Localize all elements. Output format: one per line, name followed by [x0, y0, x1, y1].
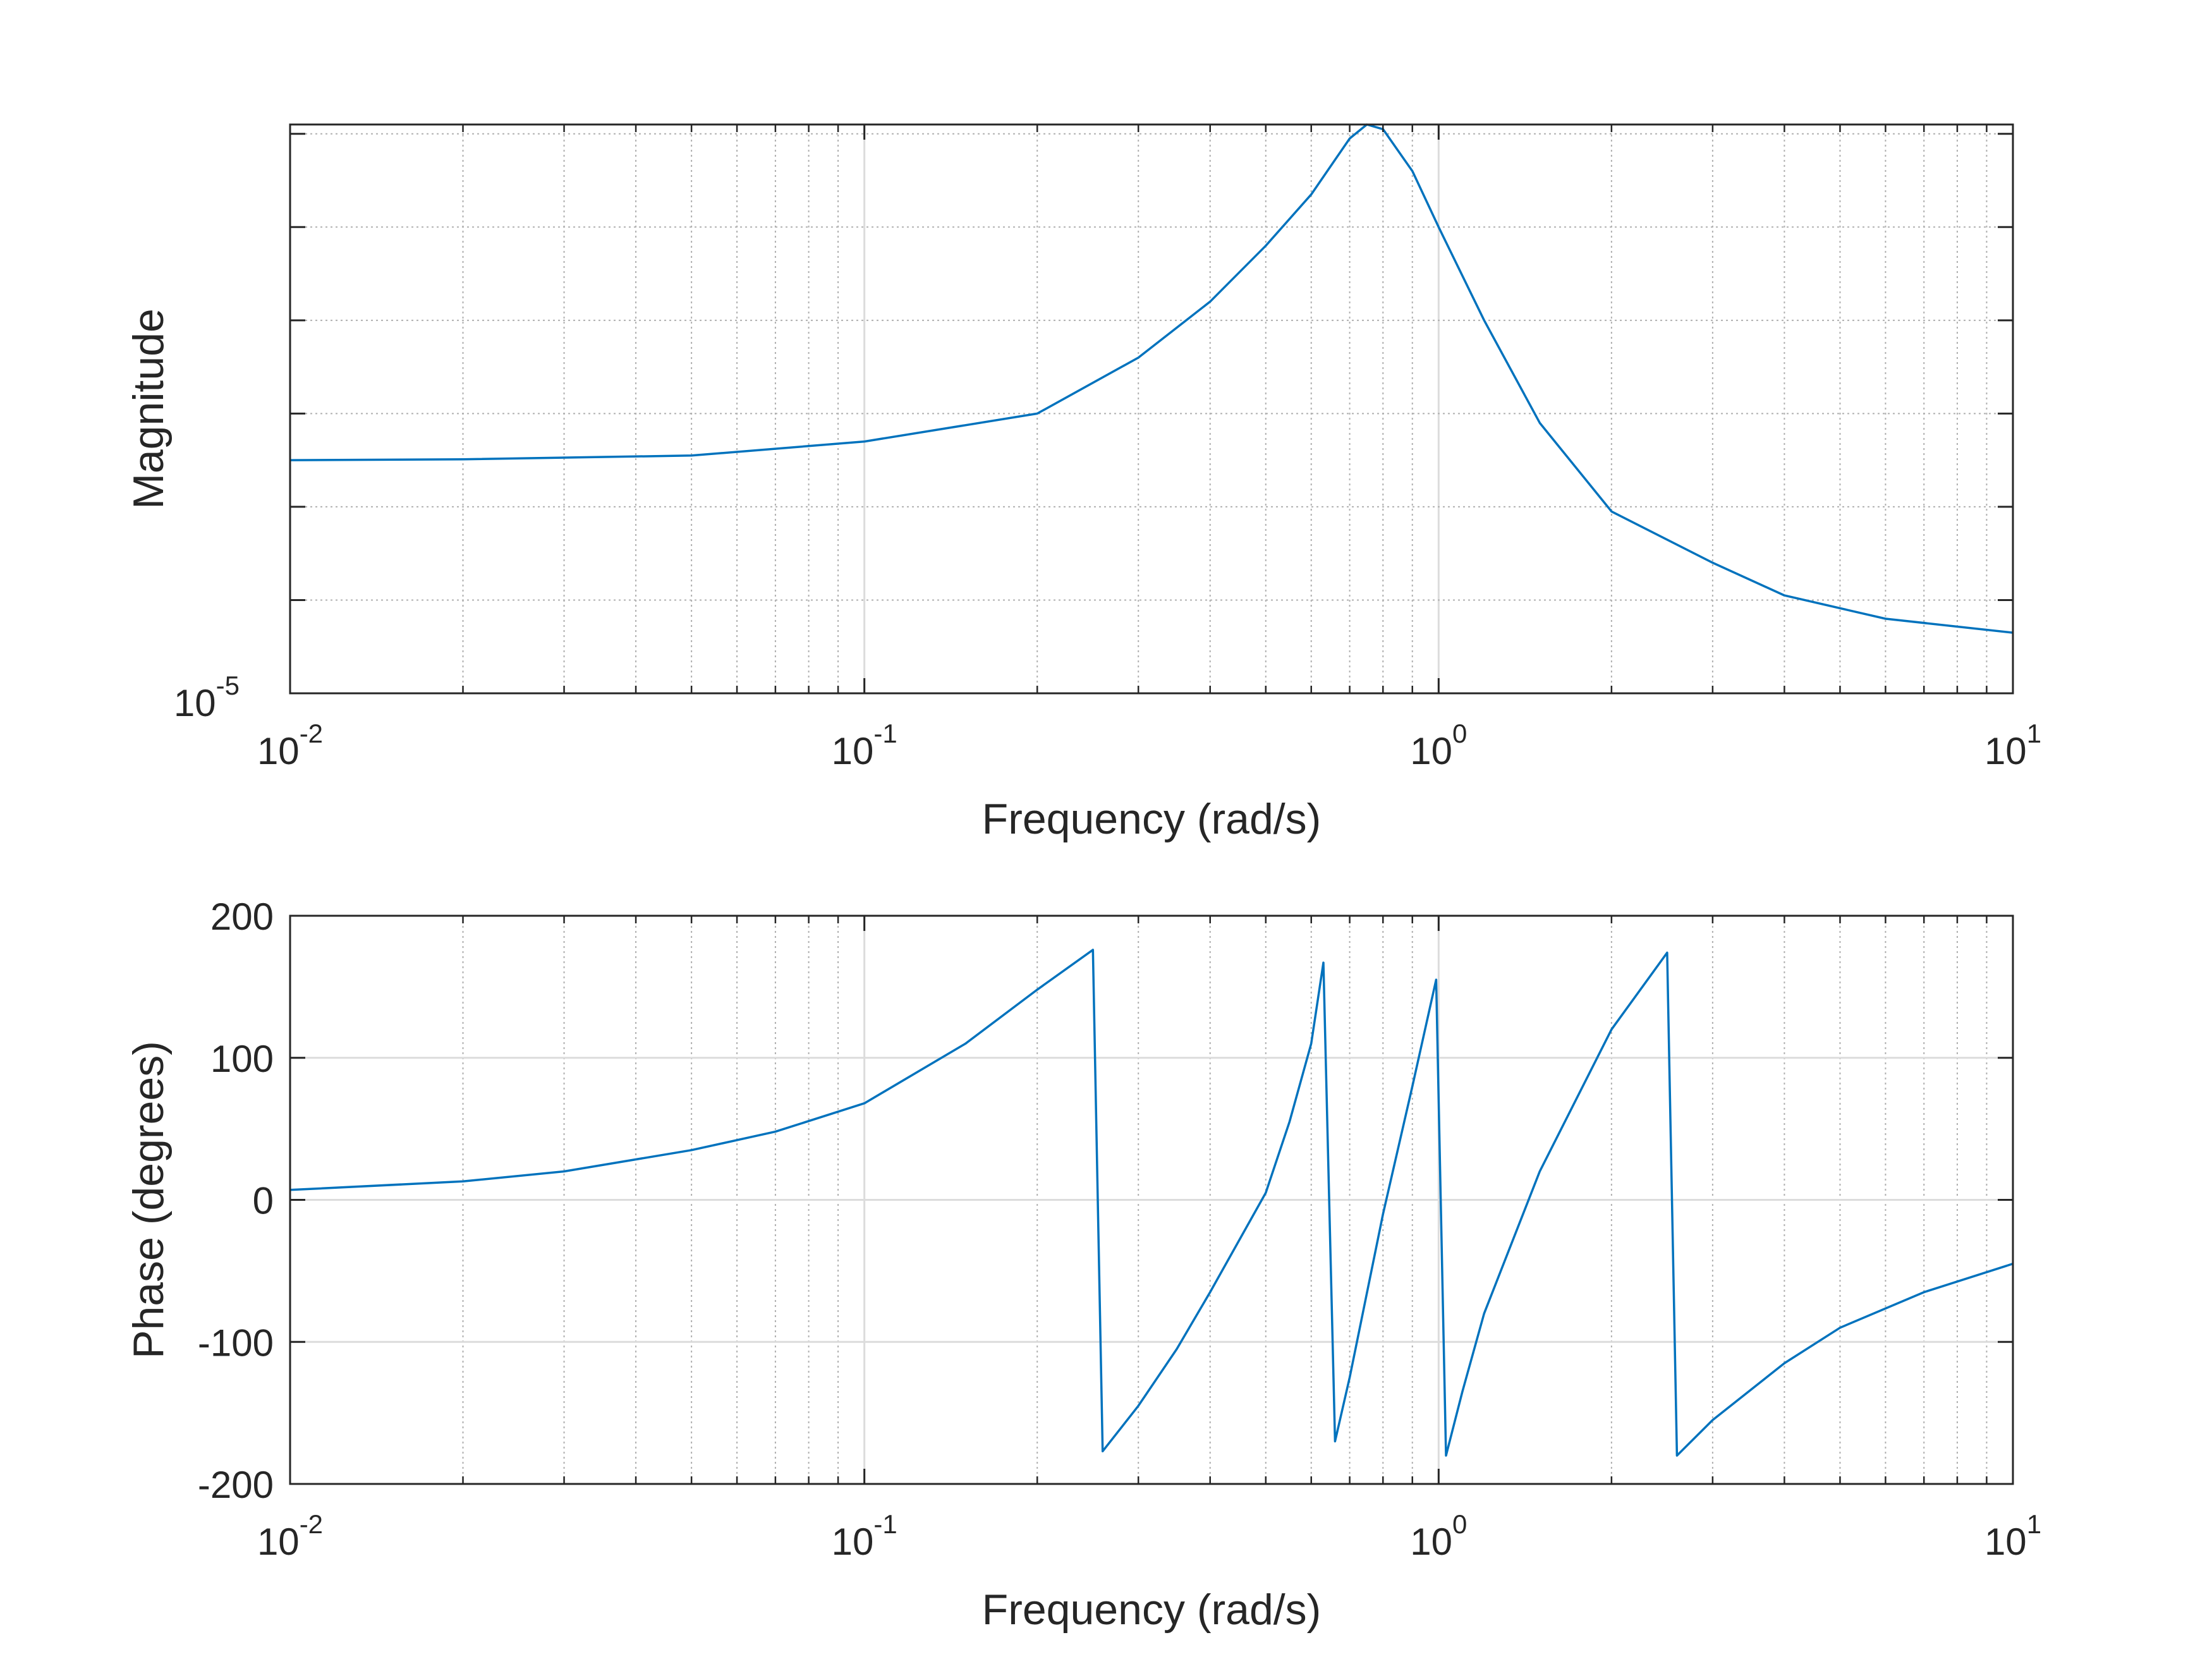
x-tick-label-exponent: 1: [2027, 1509, 2041, 1539]
phase-ticks: [289, 915, 2014, 1485]
x-tick-label-base: 10: [257, 1521, 300, 1563]
y-tick-label: 10-5: [174, 671, 240, 724]
y-tick-label: -100: [198, 1322, 274, 1364]
phase-x-axis-label: Frequency (rad/s): [982, 1586, 1322, 1634]
y-tick-label: 100: [210, 1038, 274, 1080]
x-tick-label-base: 10: [832, 1521, 874, 1563]
phase-grid: [290, 916, 2013, 1484]
x-tick-label: 100: [1410, 719, 1467, 772]
y-tick-label: -200: [198, 1464, 274, 1506]
x-tick-label-base: 10: [832, 730, 874, 772]
x-tick-label: 10-1: [832, 1509, 897, 1563]
x-tick-label-exponent: -1: [873, 1509, 897, 1539]
y-tick-label: 200: [210, 896, 274, 938]
x-tick-label: 100: [1410, 1509, 1467, 1563]
x-tick-label: 101: [1984, 1509, 2041, 1563]
phase-y-axis-label: Phase (degrees): [125, 1041, 173, 1359]
magnitude-y-axis-label: Magnitude: [125, 308, 173, 509]
x-tick-label-base: 10: [1410, 1521, 1452, 1563]
x-tick-label: 10-1: [832, 719, 897, 772]
x-tick-label: 10-2: [257, 1509, 323, 1563]
magnitude-ticks: [289, 125, 2014, 695]
magnitude-axes-box: [289, 123, 2014, 695]
x-tick-label-exponent: -2: [300, 1509, 323, 1539]
y-tick-label-base: 10: [174, 682, 216, 724]
phase-line-layer: [289, 949, 2014, 1457]
x-tick-label-exponent: 0: [1452, 1509, 1467, 1539]
x-tick-label-base: 10: [257, 730, 300, 772]
x-tick-label-exponent: -2: [300, 719, 323, 748]
x-tick-label: 101: [1984, 719, 2041, 772]
y-tick-label-exponent: -5: [216, 671, 240, 700]
phase-series-line: [289, 949, 2014, 1457]
x-tick-label-base: 10: [1984, 730, 2027, 772]
x-tick-label-exponent: 0: [1452, 719, 1467, 748]
y-tick-label: 0: [253, 1180, 274, 1222]
x-tick-label-base: 10: [1984, 1521, 2027, 1563]
x-tick-label-exponent: -1: [873, 719, 897, 748]
magnitude-grid: [290, 125, 2013, 693]
x-tick-label: 10-2: [257, 719, 323, 772]
x-tick-label-base: 10: [1410, 730, 1452, 772]
x-tick-label-exponent: 1: [2027, 719, 2041, 748]
magnitude-x-axis-label: Frequency (rad/s): [982, 795, 1322, 843]
